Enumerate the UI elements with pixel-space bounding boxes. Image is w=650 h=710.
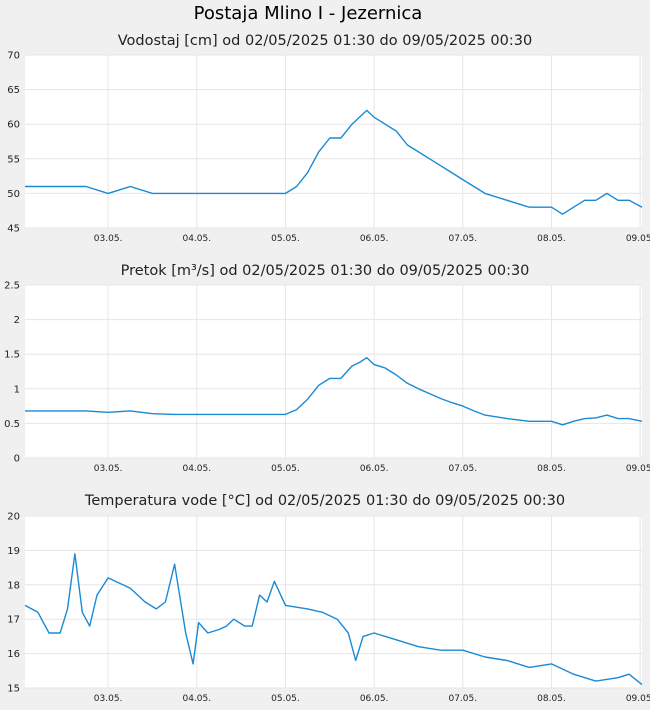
x-tick-label: 05.05.	[271, 464, 300, 474]
plot-area	[25, 285, 642, 458]
x-tick-label: 04.05.	[182, 234, 211, 244]
chart-title: Pretok [m³/s] od 02/05/2025 01:30 do 09/…	[121, 263, 530, 279]
x-tick-label: 03.05.	[94, 464, 123, 474]
chart-title: Vodostaj [cm] od 02/05/2025 01:30 do 09/…	[118, 33, 532, 49]
x-tick-label: 05.05.	[271, 694, 300, 704]
chart-title: Temperatura vode [°C] od 02/05/2025 01:3…	[84, 493, 565, 509]
x-tick-label: 08.05.	[537, 694, 566, 704]
y-tick-label: 1	[14, 384, 20, 395]
page-title: Postaja Mlino I - Jezernica	[193, 3, 423, 24]
plot-area	[25, 55, 642, 228]
series-line	[24, 553, 643, 686]
x-tick-label: 07.05.	[448, 464, 477, 474]
plot-area	[25, 516, 642, 688]
y-tick-label: 55	[7, 154, 20, 165]
series-line	[25, 109, 643, 215]
y-tick-label: 1.5	[4, 350, 20, 361]
series-line	[25, 357, 643, 426]
x-tick-label: 09.05.	[626, 234, 650, 244]
y-tick-label: 0.5	[4, 419, 20, 430]
y-tick-label: 16	[7, 649, 20, 660]
y-tick-label: 70	[7, 51, 20, 62]
chart-discharge: Pretok [m³/s] od 02/05/2025 01:30 do 09/…	[4, 263, 650, 474]
x-tick-label: 03.05.	[94, 694, 123, 704]
x-tick-label: 04.05.	[182, 464, 211, 474]
x-tick-label: 03.05.	[94, 234, 123, 244]
chart-water-level: Vodostaj [cm] od 02/05/2025 01:30 do 09/…	[7, 33, 650, 244]
x-tick-label: 06.05.	[360, 694, 389, 704]
y-tick-label: 19	[7, 546, 20, 557]
y-tick-label: 60	[7, 120, 20, 131]
x-tick-label: 09.05.	[626, 464, 650, 474]
y-tick-label: 2	[14, 315, 20, 326]
chart-water-temperature: Temperatura vode [°C] od 02/05/2025 01:3…	[7, 493, 650, 704]
x-tick-label: 05.05.	[271, 234, 300, 244]
y-tick-label: 18	[7, 580, 20, 591]
y-tick-label: 45	[7, 224, 20, 235]
y-tick-label: 50	[7, 189, 20, 200]
y-tick-label: 20	[7, 512, 20, 523]
y-tick-label: 0	[14, 454, 20, 465]
y-tick-label: 17	[7, 615, 20, 626]
x-tick-label: 06.05.	[360, 234, 389, 244]
x-tick-label: 07.05.	[448, 694, 477, 704]
x-tick-label: 08.05.	[537, 234, 566, 244]
x-tick-label: 04.05.	[182, 694, 211, 704]
x-tick-label: 08.05.	[537, 464, 566, 474]
x-tick-label: 07.05.	[448, 234, 477, 244]
x-tick-label: 06.05.	[360, 464, 389, 474]
y-tick-label: 15	[7, 684, 20, 695]
y-tick-label: 65	[7, 85, 20, 96]
y-tick-label: 2.5	[4, 281, 20, 292]
x-tick-label: 09.05.	[626, 694, 650, 704]
